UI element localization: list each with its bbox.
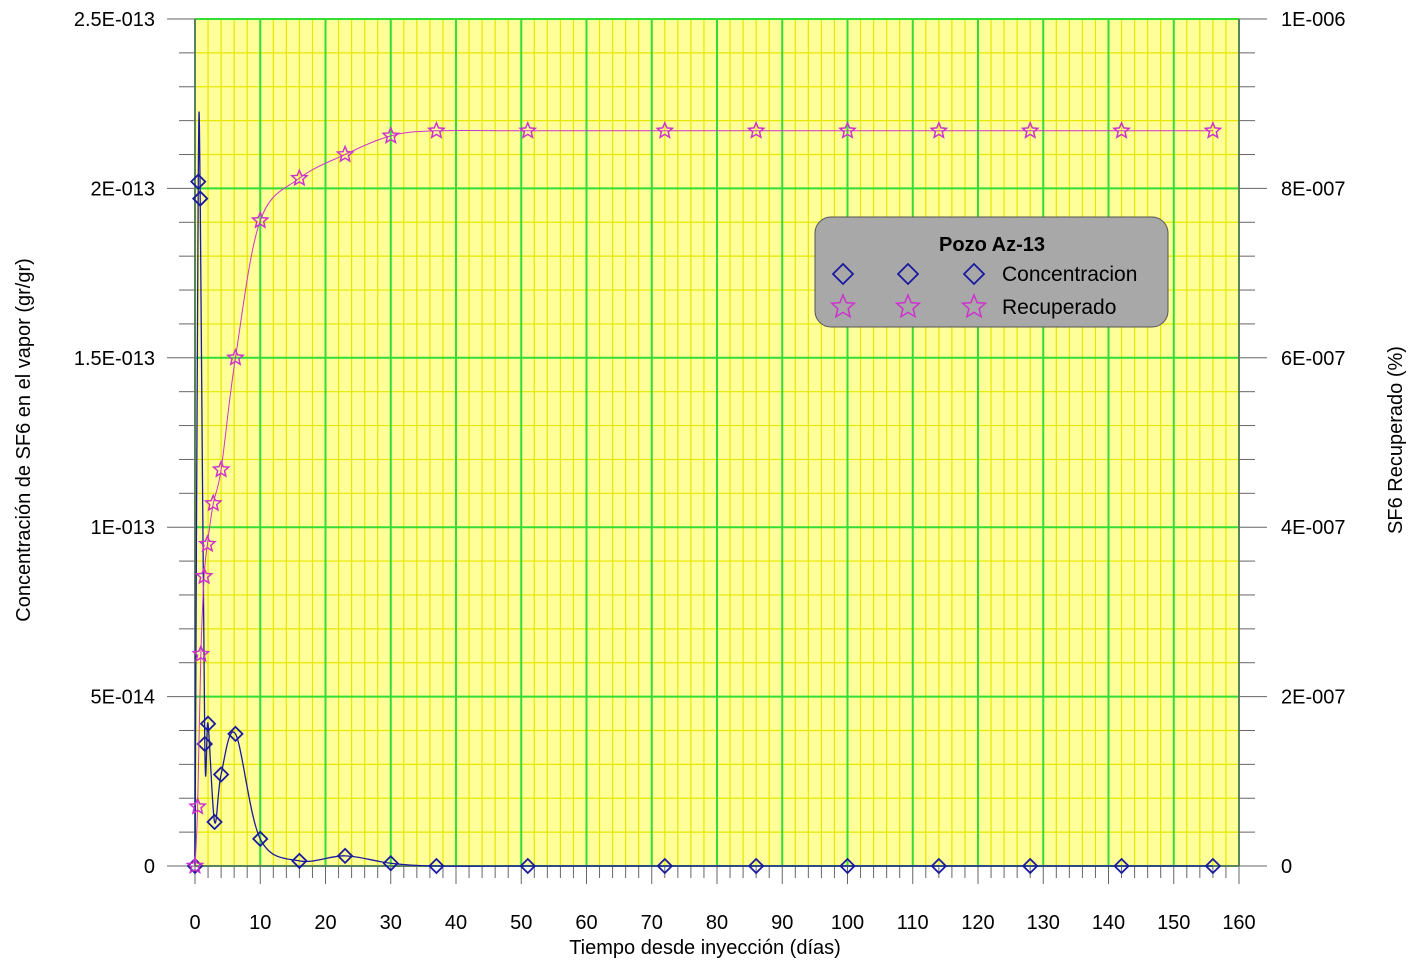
data-point-concentracion (196, 735, 214, 753)
data-point-recuperado (194, 566, 214, 585)
data-point-recuperado (655, 120, 675, 139)
legend-box (814, 216, 1169, 328)
data-point-recuperado (225, 347, 245, 366)
series-recuperado (185, 120, 1223, 875)
x-tick-label: 90 (771, 912, 793, 934)
legend-title: Pozo Az-13 (939, 234, 1045, 256)
x-tick-label: 40 (445, 912, 467, 934)
data-point-concentracion (930, 857, 948, 875)
legend: Pozo Az-13 Concentracion Recuperado (814, 216, 1169, 328)
data-point-recuperado (203, 493, 223, 512)
y-tick-label: 0 (144, 856, 155, 878)
legend-marker-concentracion (962, 262, 986, 286)
data-point-concentracion (251, 830, 269, 848)
y2-tick-label: 6E-007 (1281, 348, 1346, 370)
data-point-recuperado (1203, 120, 1223, 139)
data-point-concentracion (428, 857, 445, 875)
series-layer (185, 111, 1223, 875)
legend-marker-concentracion (896, 262, 920, 286)
y-tick-label: 2E-013 (91, 178, 156, 200)
data-point-concentracion (212, 766, 230, 783)
data-point-concentracion (291, 852, 308, 870)
x-tick-label: 60 (575, 912, 597, 934)
x-tick-label: 140 (1092, 912, 1125, 934)
y2-tick-label: 0 (1281, 856, 1292, 878)
data-point-concentracion (336, 847, 354, 865)
y2-tick-label: 4E-007 (1281, 517, 1346, 539)
data-point-recuperado (1020, 120, 1040, 139)
data-point-recuperado (211, 459, 231, 478)
series-line-concentracion (194, 111, 1213, 867)
data-point-recuperado (746, 120, 766, 139)
data-point-concentracion (1113, 857, 1130, 875)
legend-label-recuperado: Recuperado (1002, 296, 1116, 319)
x-tick-label: 130 (1027, 912, 1060, 934)
legend-marker-recuperado (960, 293, 988, 319)
x-tick-label: 10 (249, 912, 271, 934)
y-axis-ticks: 0 5E-014 1E-013 1.5E-013 2E-013 2.5E-013 (74, 9, 195, 878)
data-point-concentracion (227, 725, 244, 743)
data-point-recuperado (1112, 120, 1132, 139)
data-point-concentracion (1204, 857, 1222, 875)
data-point-recuperado (185, 856, 205, 875)
legend-markers (829, 262, 988, 319)
y2-axis-title: SF6 Recuperado (%) (1385, 346, 1407, 534)
data-point-concentracion (199, 715, 217, 732)
data-point-recuperado (197, 534, 217, 553)
x-tick-label: 50 (510, 912, 532, 934)
legend-label-concentracion: Concentracion (1002, 263, 1137, 286)
data-point-recuperado (335, 144, 355, 163)
data-point-concentracion (206, 813, 223, 831)
legend-marker-concentracion (831, 262, 855, 286)
y-tick-label: 5E-014 (91, 687, 156, 709)
x-tick-label: 70 (641, 912, 663, 934)
y-axis-title: Concentración de SF6 en el vapor (gr/gr) (13, 258, 35, 622)
x-tick-label: 150 (1157, 912, 1190, 934)
x-tick-label: 120 (961, 912, 994, 934)
data-point-concentracion (1021, 857, 1039, 875)
y2-tick-label: 2E-007 (1281, 687, 1346, 709)
data-point-concentracion (747, 857, 765, 875)
major-grid (194, 18, 1240, 867)
data-point-concentracion (382, 855, 400, 872)
data-point-recuperado (838, 120, 857, 139)
x-tick-label: 0 (189, 912, 200, 934)
y2-tick-label: 1E-006 (1281, 9, 1346, 31)
data-point-recuperado (426, 120, 446, 139)
x-tick-label: 110 (897, 912, 929, 934)
y-tick-label: 1.5E-013 (74, 348, 155, 370)
x-axis-ticks: 0 10 20 30 40 50 60 70 80 90 100 110 120 130 140 150 160 (189, 866, 1256, 934)
data-point-recuperado (188, 796, 208, 815)
data-point-concentracion (189, 173, 207, 190)
series-concentracion (186, 111, 1222, 875)
x-tick-label: 20 (314, 912, 336, 934)
x-axis-title: Tiempo desde inyección (días) (569, 937, 841, 959)
data-point-concentracion (519, 857, 537, 875)
legend-marker-recuperado (894, 293, 922, 319)
y2-axis-ticks: 0 2E-007 4E-007 6E-007 8E-007 1E-006 (1239, 9, 1346, 878)
data-point-recuperado (381, 125, 401, 144)
data-point-concentracion (656, 857, 674, 875)
x-tick-label: 80 (706, 912, 728, 934)
data-point-concentracion (839, 857, 856, 875)
data-point-recuperado (250, 210, 270, 229)
data-point-recuperado (289, 168, 309, 187)
y-tick-label: 1E-013 (91, 517, 156, 539)
y2-tick-label: 8E-007 (1281, 178, 1346, 200)
x-tick-label: 100 (831, 912, 864, 934)
data-point-recuperado (191, 644, 211, 663)
x-tick-label: 30 (380, 912, 402, 934)
y-tick-label: 2.5E-013 (74, 9, 155, 31)
x-tick-label: 160 (1222, 912, 1255, 934)
data-point-recuperado (518, 120, 538, 139)
legend-marker-recuperado (829, 293, 857, 319)
data-point-concentracion (191, 190, 209, 207)
data-point-recuperado (929, 120, 949, 139)
